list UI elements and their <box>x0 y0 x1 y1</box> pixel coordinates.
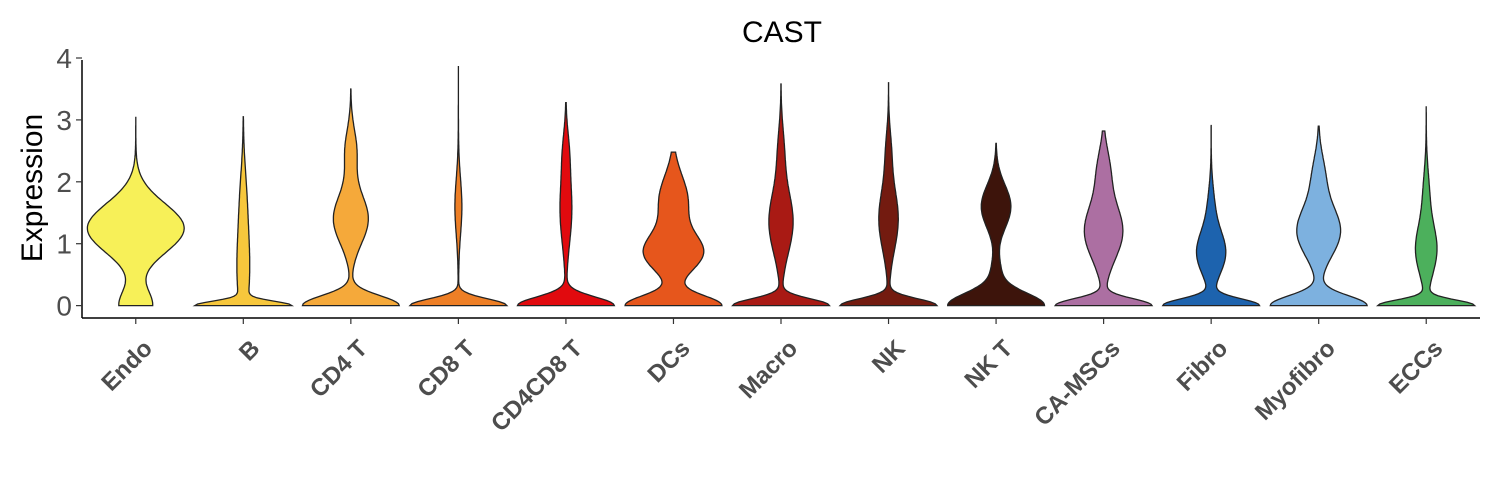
x-tick-label: B <box>234 335 265 366</box>
violin-myofibro <box>1269 125 1369 307</box>
y-axis: 0 1 2 3 4 <box>56 43 83 322</box>
violin-endo <box>86 116 185 307</box>
x-tick-label: NK <box>867 335 911 379</box>
x-tick-label: NK T <box>960 335 1019 394</box>
x-tick-label: CD8 T <box>412 335 480 403</box>
violin-dcs <box>624 151 723 307</box>
y-tick-label: 3 <box>56 105 72 136</box>
x-tick-label: CA-MSCs <box>1029 335 1125 431</box>
violin-nk <box>838 82 939 307</box>
x-tick-label: Fibro <box>1172 335 1234 397</box>
violin-cd8-t <box>408 66 509 307</box>
x-tick-label: CD4CD8 T <box>486 335 588 437</box>
violin-nk-t <box>946 142 1046 307</box>
violin-eccs <box>1375 106 1477 307</box>
x-tick-label: DCs <box>643 335 696 388</box>
x-tick-label: Myofibro <box>1250 335 1341 426</box>
violin-ca-mscs <box>1053 130 1154 307</box>
violin-layer <box>86 66 1477 307</box>
violin-cd4cd8-t <box>516 101 616 307</box>
chart-title: CAST <box>742 16 822 49</box>
y-tick-label: 1 <box>56 229 72 260</box>
y-tick-label: 2 <box>56 167 72 198</box>
violin-macro <box>731 83 831 307</box>
y-tick-label: 0 <box>56 291 72 322</box>
x-tick-label: CD4 T <box>305 335 373 403</box>
x-tick-label: Macro <box>734 335 803 404</box>
x-tick-label: Endo <box>96 335 158 397</box>
x-axis: Endo B CD4 T CD8 T CD4CD8 T DCs Macro NK NK T CA-… <box>82 317 1480 437</box>
y-tick-label: 4 <box>56 43 72 74</box>
violin-cd4-t <box>301 88 401 307</box>
violin-fibro <box>1161 124 1261 307</box>
y-axis-label: Expression <box>16 114 49 262</box>
x-tick-label: ECCs <box>1384 335 1448 399</box>
violin-b <box>192 116 295 307</box>
